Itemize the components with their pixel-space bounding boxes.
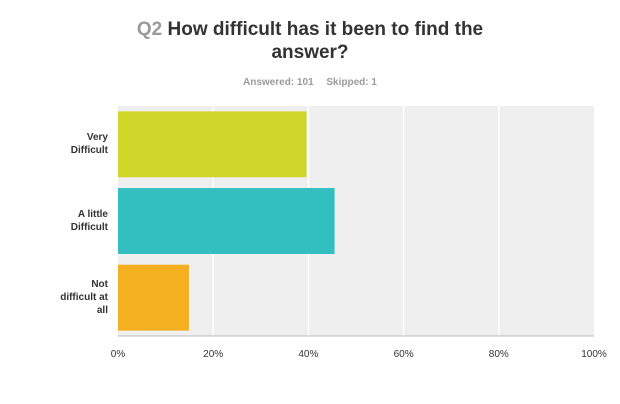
x-tick-label: 0% [110,349,126,360]
response-stats: Answered: 101 Skipped: 1 [0,77,620,88]
x-tick-label: 80% [488,349,509,360]
chart-title: Q2 How difficult has it been to find the… [110,18,510,64]
x-tick-label: 40% [298,349,319,360]
bar [118,111,307,178]
x-tick-label: 20% [203,349,224,360]
category-label: Very Difficult [70,132,108,157]
category-label: Not difficult at all [60,279,108,317]
category-label: A little Difficult [70,209,108,233]
bar [118,264,189,331]
x-tick-label: 60% [393,349,414,360]
answered-count: Answered: 101 [243,77,314,88]
question-text: How difficult has it been to find the an… [167,19,484,63]
skipped-count: Skipped: 1 [326,77,377,88]
bar [118,188,335,254]
question-number: Q2 [136,19,163,40]
x-tick-label: 100% [581,349,607,360]
